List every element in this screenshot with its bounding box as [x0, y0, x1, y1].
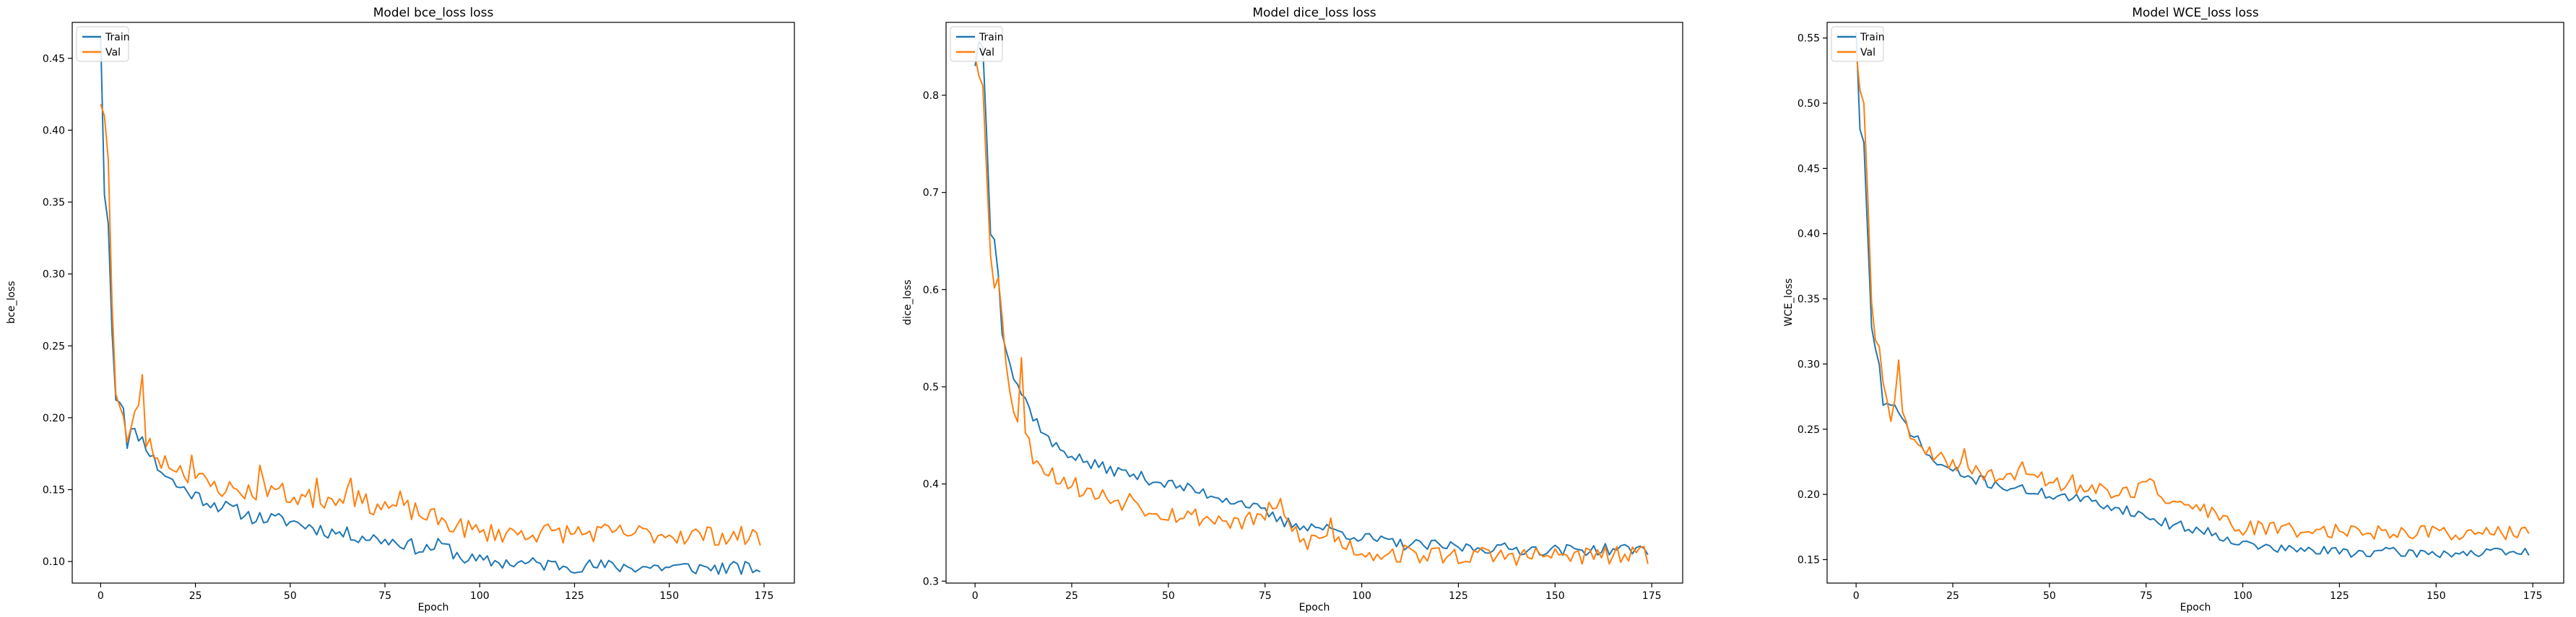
- legend-val-label: Val: [105, 47, 121, 58]
- y-tick-label: 0.50: [1797, 98, 1820, 110]
- legend-train-label: Train: [105, 32, 130, 43]
- y-axis-label: dice_loss: [902, 279, 914, 325]
- y-tick-label: 0.15: [1797, 554, 1820, 566]
- y-axis-label: WCE_loss: [1783, 279, 1795, 327]
- y-tick-label: 0.45: [1797, 163, 1820, 175]
- subplot-bce-loss: Model bce_loss loss Epoch bce_loss 0 25 50…: [6, 6, 795, 613]
- x-tick-label: 75: [1259, 590, 1272, 602]
- plot-area: [72, 22, 794, 583]
- x-tick-label: 150: [1545, 590, 1565, 602]
- x-tick-label: 100: [1352, 590, 1371, 602]
- series-line-val: [974, 56, 1649, 566]
- series-line-train: [1855, 31, 2530, 559]
- series-line-val: [1855, 51, 2530, 541]
- x-tick-label: 175: [755, 590, 774, 602]
- y-tick-label: 0.10: [43, 556, 65, 568]
- y-tick-label: 0.15: [43, 485, 65, 496]
- x-tick-label: 0: [97, 590, 104, 602]
- x-tick-label: 25: [1946, 590, 1959, 602]
- x-tick-label: 125: [565, 590, 584, 602]
- y-tick-label: 0.35: [43, 197, 65, 209]
- legend: Train Val: [76, 26, 130, 62]
- y-tick-label: 0.3: [923, 576, 939, 587]
- x-tick-label: 50: [1162, 590, 1175, 602]
- y-tick-label: 0.30: [43, 269, 65, 281]
- series-lines: [1855, 31, 2530, 559]
- y-tick-label: 0.6: [923, 284, 939, 296]
- x-tick-label: 0: [1853, 590, 1860, 602]
- x-axis-label: Epoch: [1299, 602, 1330, 613]
- series-line-train: [974, 40, 1649, 556]
- y-tick-label: 0.5: [923, 382, 939, 393]
- plot-frame: [945, 22, 1683, 584]
- y-axis-label: bce_loss: [6, 281, 17, 323]
- subplot-wce-loss: Model WCE_loss loss Epoch WCE_loss 0 25 50…: [1783, 6, 2564, 613]
- ticks: 0 25 50 75 100 125 150 175 0.15 0.20 0.25 0.30 0.35 0…: [1797, 33, 2543, 602]
- legend: Train Val: [1831, 26, 1885, 62]
- y-tick-label: 0.25: [1797, 424, 1820, 436]
- chart-title: Model dice_loss loss: [1252, 6, 1376, 20]
- y-tick-label: 0.30: [1797, 359, 1820, 370]
- x-tick-label: 150: [2427, 590, 2446, 602]
- x-tick-label: 50: [2043, 590, 2056, 602]
- series-lines: [100, 36, 761, 575]
- y-tick-label: 0.4: [923, 479, 939, 491]
- ticks: 0 25 50 75 100 125 150 175 0.10 0.15 0.20 0.25 0.30 0…: [43, 53, 774, 602]
- x-tick-label: 175: [1642, 590, 1662, 602]
- y-tick-label: 0.20: [43, 413, 65, 424]
- legend-val-label: Val: [979, 47, 994, 58]
- series-line-val: [100, 104, 761, 546]
- x-tick-label: 75: [2140, 590, 2153, 602]
- x-tick-label: 25: [189, 590, 202, 602]
- y-tick-label: 0.55: [1797, 33, 1820, 45]
- plot-frame: [71, 22, 795, 584]
- chart-title: Model WCE_loss loss: [2132, 6, 2259, 20]
- x-tick-label: 75: [378, 590, 391, 602]
- y-tick-label: 0.20: [1797, 489, 1820, 501]
- x-tick-label: 50: [284, 590, 297, 602]
- legend: Train Val: [950, 26, 1004, 62]
- plot-area: [946, 22, 1683, 583]
- series-lines: [974, 40, 1649, 566]
- x-tick-label: 100: [470, 590, 490, 602]
- x-tick-label: 100: [2233, 590, 2252, 602]
- x-tick-label: 25: [1065, 590, 1078, 602]
- x-tick-label: 125: [2330, 590, 2349, 602]
- y-tick-label: 0.35: [1797, 294, 1820, 305]
- series-line-train: [100, 36, 761, 575]
- chart-title: Model bce_loss loss: [373, 6, 494, 20]
- y-tick-label: 0.45: [43, 53, 65, 65]
- x-tick-label: 150: [659, 590, 679, 602]
- y-tick-label: 0.40: [1797, 229, 1820, 240]
- y-tick-label: 0.25: [43, 341, 65, 352]
- legend-train-label: Train: [979, 32, 1004, 43]
- x-tick-label: 0: [972, 590, 979, 602]
- legend-train-label: Train: [1860, 32, 1885, 43]
- y-tick-label: 0.40: [43, 125, 65, 136]
- subplot-dice-loss: Model dice_loss loss Epoch dice_loss 0 25…: [902, 6, 1683, 613]
- x-axis-label: Epoch: [2180, 602, 2211, 613]
- y-tick-label: 0.7: [923, 188, 939, 199]
- x-axis-label: Epoch: [418, 602, 449, 613]
- legend-val-label: Val: [1860, 47, 1875, 58]
- ticks: 0 25 50 75 100 125 150 175 0.3 0.4 0.5 0.6 0.7 0.8: [923, 90, 1662, 602]
- x-tick-label: 175: [2523, 590, 2543, 602]
- y-tick-label: 0.8: [923, 90, 939, 102]
- plot-frame: [1826, 22, 2564, 584]
- plot-area: [1827, 22, 2564, 583]
- x-tick-label: 125: [1449, 590, 1468, 602]
